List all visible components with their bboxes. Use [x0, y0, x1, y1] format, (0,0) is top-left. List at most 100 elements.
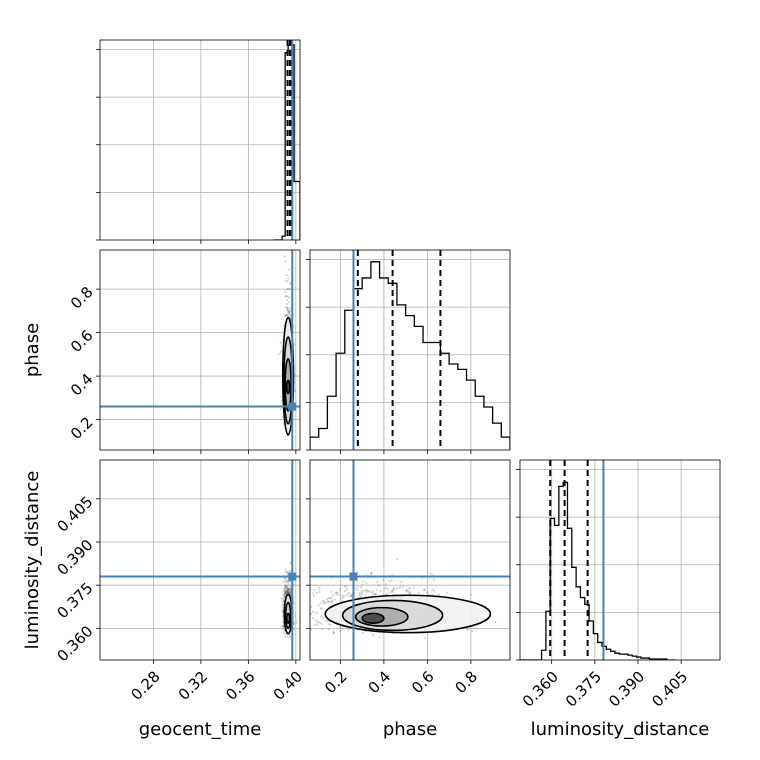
- sample-point: [288, 591, 291, 594]
- sample-point: [370, 571, 373, 574]
- sample-point: [371, 633, 374, 636]
- sample-point: [326, 600, 330, 603]
- sample-point: [327, 628, 331, 631]
- sample-point: [417, 591, 420, 594]
- sample-point: [287, 268, 290, 271]
- sample-point: [288, 310, 291, 313]
- sample-point: [282, 603, 285, 607]
- sample-point: [318, 586, 321, 589]
- sample-point: [284, 592, 287, 595]
- sample-point: [284, 586, 287, 589]
- sample-point: [285, 302, 288, 306]
- sample-point: [282, 590, 285, 593]
- sample-point: [285, 591, 288, 594]
- sample-point: [338, 626, 341, 629]
- sample-point: [361, 583, 364, 586]
- sample-point: [390, 590, 394, 594]
- sample-point: [289, 635, 292, 638]
- y-tick-label: 0.2: [67, 413, 97, 443]
- sample-point: [328, 597, 332, 600]
- sample-point: [286, 581, 290, 584]
- sample-point: [295, 621, 298, 624]
- x-tick-label: 0.360: [519, 668, 562, 711]
- sample-point: [342, 595, 345, 599]
- sample-point: [432, 589, 436, 592]
- sample-point: [285, 295, 288, 298]
- sample-point: [359, 585, 363, 589]
- sample-point: [287, 591, 290, 594]
- x-tick-label: 0.28: [127, 668, 163, 704]
- panel-frame: [309, 249, 511, 451]
- sample-point: [373, 592, 377, 596]
- sample-point: [285, 571, 289, 574]
- sample-point: [365, 590, 369, 593]
- sample-point: [422, 588, 426, 592]
- sample-point: [287, 570, 290, 573]
- sample-point: [347, 591, 351, 594]
- sample-point: [289, 307, 292, 310]
- sample-point: [317, 604, 320, 607]
- sample-point: [384, 582, 388, 586]
- sample-point: [361, 631, 364, 635]
- sample-point: [286, 587, 289, 591]
- sample-point: [376, 580, 379, 583]
- sample-point: [316, 620, 319, 624]
- sample-point: [284, 580, 288, 584]
- contour-line: [284, 601, 292, 630]
- sample-point: [286, 295, 289, 298]
- contour-line: [354, 606, 409, 627]
- ylabel-phase: phase: [22, 323, 43, 377]
- sample-point: [421, 577, 424, 580]
- sample-point: [312, 594, 316, 597]
- x-tick-label: 0.6: [408, 668, 438, 698]
- sample-point: [360, 591, 364, 595]
- sample-point: [302, 613, 304, 615]
- sample-point: [284, 593, 287, 596]
- sample-point: [388, 591, 391, 594]
- sample-point: [358, 591, 361, 595]
- x-tick-label: 0.405: [648, 668, 691, 711]
- sample-point: [287, 590, 290, 594]
- panel-frame: [309, 459, 511, 661]
- sample-point: [469, 593, 472, 596]
- sample-point: [350, 594, 353, 598]
- sample-point: [285, 274, 288, 277]
- histogram-step: [520, 481, 676, 660]
- sample-point: [278, 352, 281, 355]
- y-tick-label: 0.6: [67, 326, 97, 356]
- panel-frame: [99, 459, 301, 661]
- sample-point: [331, 594, 334, 597]
- sample-point: [347, 629, 350, 632]
- sample-point: [286, 589, 289, 592]
- sample-point: [318, 621, 321, 624]
- sample-point: [289, 588, 292, 591]
- sample-point: [289, 589, 292, 592]
- sample-point: [343, 585, 346, 588]
- sample-point: [470, 630, 474, 633]
- sample-point: [284, 589, 287, 593]
- sample-point: [281, 609, 284, 612]
- sample-point: [283, 588, 286, 591]
- sample-point: [364, 589, 367, 592]
- x-tick-label: 0.32: [175, 668, 211, 704]
- sample-point: [322, 600, 325, 604]
- sample-point: [405, 590, 408, 593]
- sample-point: [395, 587, 398, 590]
- sample-point: [287, 588, 291, 591]
- sample-point: [284, 260, 287, 263]
- sample-point: [375, 592, 378, 595]
- sample-point: [378, 635, 381, 639]
- contour-line: [284, 357, 292, 412]
- sample-point: [406, 589, 409, 592]
- sample-point: [337, 591, 340, 594]
- truth-marker: [349, 572, 358, 581]
- sample-point: [409, 591, 412, 594]
- sample-point: [284, 314, 287, 317]
- sample-point: [288, 296, 291, 299]
- sample-point: [289, 314, 292, 317]
- sample-point: [283, 255, 286, 258]
- sample-point: [305, 614, 307, 616]
- panel-luminosity_distance-hist: [520, 460, 720, 660]
- sample-point: [465, 627, 469, 630]
- sample-point: [284, 592, 287, 595]
